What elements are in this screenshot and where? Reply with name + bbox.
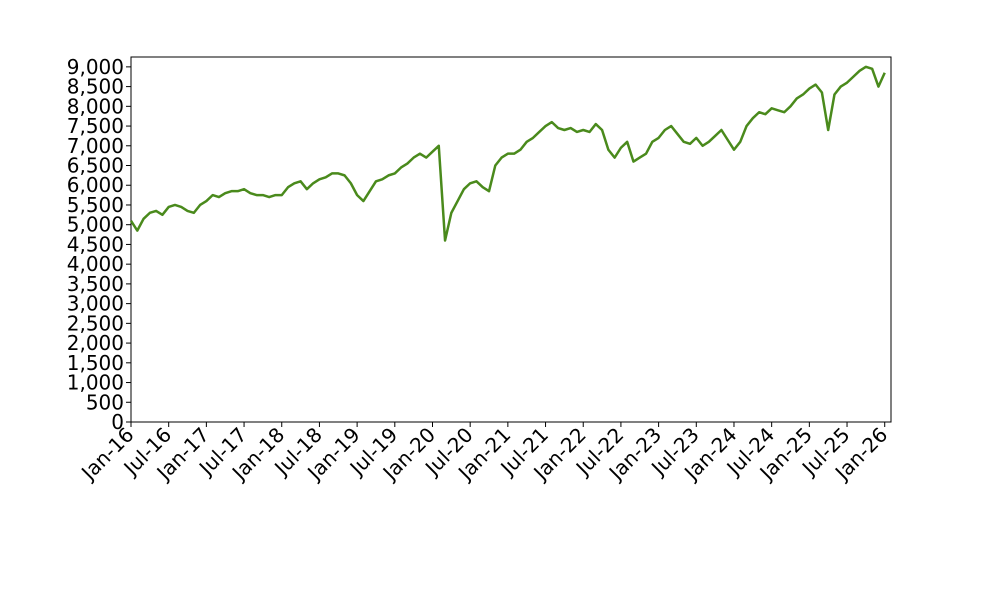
y-tick-label: 3,000 bbox=[67, 292, 124, 316]
data-line bbox=[129, 65, 886, 242]
y-tick-label: 8,500 bbox=[67, 75, 124, 99]
y-tick-label: 3,500 bbox=[67, 272, 124, 296]
y-tick-label: 1,000 bbox=[67, 371, 124, 395]
y-tick-label: 7,500 bbox=[67, 114, 124, 138]
y-tick-label: 1,500 bbox=[67, 351, 124, 375]
y-tick-label: 4,000 bbox=[67, 252, 124, 276]
y-tick-label: 5,500 bbox=[67, 193, 124, 217]
y-tick-label: 7,000 bbox=[67, 134, 124, 158]
y-tick-label: 2,000 bbox=[67, 331, 124, 355]
plot-frame bbox=[130, 56, 892, 423]
y-tick-label: 0 bbox=[111, 410, 124, 434]
y-tick-label: 6,500 bbox=[67, 154, 124, 178]
y-tick-label: 6,000 bbox=[67, 173, 124, 197]
y-tick-label: 2,500 bbox=[67, 311, 124, 335]
y-tick-label: 9,000 bbox=[67, 55, 124, 79]
y-tick-label: 5,000 bbox=[67, 213, 124, 237]
y-tick-label: 4,500 bbox=[67, 232, 124, 256]
y-tick-label: 8,000 bbox=[67, 94, 124, 118]
y-tick-label: 500 bbox=[86, 390, 124, 414]
